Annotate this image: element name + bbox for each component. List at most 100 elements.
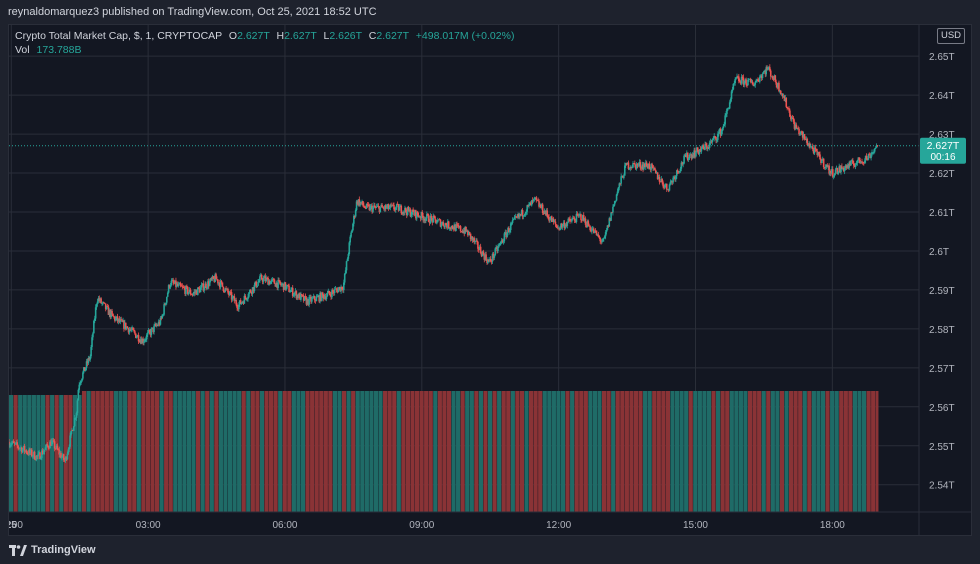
candle-body xyxy=(794,124,797,129)
candle-body xyxy=(473,238,476,243)
candle-body xyxy=(730,91,733,99)
candle-body xyxy=(305,297,308,305)
candle-body xyxy=(236,304,238,308)
candle-body xyxy=(130,329,133,331)
volume-bar xyxy=(273,391,278,512)
candle-body xyxy=(853,165,856,167)
candle-body xyxy=(410,214,413,217)
candle-body xyxy=(453,224,455,230)
candle-body xyxy=(103,302,106,304)
candle-body xyxy=(775,81,778,85)
candle-body xyxy=(741,76,744,78)
candle-body xyxy=(521,209,524,217)
candle-body xyxy=(162,314,164,316)
candle-body xyxy=(490,261,493,262)
candle-body xyxy=(405,211,408,215)
candle-body xyxy=(256,285,258,288)
candle-body xyxy=(224,288,227,292)
footer: TradingView xyxy=(0,536,980,564)
candle-body xyxy=(275,282,278,287)
candle-body xyxy=(37,453,39,457)
candle-body xyxy=(823,167,826,168)
candle-body xyxy=(442,222,445,226)
candle-body xyxy=(406,207,409,215)
candle-body xyxy=(746,84,748,86)
candle-body xyxy=(326,292,329,297)
candle-body xyxy=(745,79,747,85)
chart-frame[interactable]: 2.54T 2.55T 2.56T 2.57T 2.58T 2.59T 2.6T 2.61T 2… xyxy=(8,24,972,536)
candle-body xyxy=(776,84,778,88)
candle-body xyxy=(871,152,873,155)
candle-body xyxy=(428,221,431,224)
candle-body xyxy=(319,292,321,302)
candle-body xyxy=(759,75,762,77)
candle-body xyxy=(327,290,330,293)
candle-body xyxy=(674,176,676,180)
candle-body xyxy=(851,160,853,162)
candle-body xyxy=(553,221,556,223)
candle-body xyxy=(625,163,628,165)
candle-body xyxy=(561,224,564,228)
candle-body xyxy=(509,230,511,233)
candle-body xyxy=(649,168,652,170)
volume-bar xyxy=(387,391,392,512)
candle-body xyxy=(476,240,478,242)
volume-bar xyxy=(414,391,420,512)
volume-bar xyxy=(323,391,328,512)
volume-bar xyxy=(383,391,388,512)
candle-body xyxy=(239,300,242,304)
candle-body xyxy=(579,214,581,216)
candle-body xyxy=(12,441,15,443)
candle-body xyxy=(834,169,837,174)
candle-body xyxy=(405,207,407,212)
candle-body xyxy=(702,145,705,148)
candle-body xyxy=(777,82,779,88)
candle-body xyxy=(225,288,227,290)
candle-body xyxy=(187,292,190,294)
candle-body xyxy=(648,163,651,169)
candle-body xyxy=(336,289,339,293)
candle-body xyxy=(73,417,76,427)
candle-body xyxy=(542,212,545,214)
candle-body xyxy=(723,124,726,127)
candle-body xyxy=(45,444,48,448)
candle-body xyxy=(744,79,747,81)
candle-body xyxy=(582,215,585,221)
candle-body xyxy=(342,289,344,291)
candle-body xyxy=(697,151,700,155)
volume-bar xyxy=(209,391,214,512)
candle-body xyxy=(662,182,664,187)
candle-body xyxy=(847,165,850,168)
candle-body xyxy=(546,210,549,216)
candle-body xyxy=(294,291,297,294)
candle-body xyxy=(41,450,44,454)
candle-body xyxy=(584,218,587,225)
candle-body xyxy=(201,283,204,286)
currency-selector[interactable]: USD xyxy=(937,28,965,44)
candle-body xyxy=(563,222,566,229)
candle-body xyxy=(221,282,224,287)
candle-body xyxy=(337,288,340,293)
price-chart[interactable]: 2.54T 2.55T 2.56T 2.57T 2.58T 2.59T 2.6T 2.61T 2… xyxy=(9,25,971,535)
candle-body xyxy=(158,321,161,325)
candle-body xyxy=(155,324,157,326)
candle-body xyxy=(467,230,469,236)
candle-body xyxy=(712,138,715,140)
candle-body xyxy=(432,215,435,223)
candle-body xyxy=(721,128,724,132)
candle-body xyxy=(815,148,818,152)
tradingview-logo[interactable]: TradingView xyxy=(9,544,96,556)
volume-bar xyxy=(177,391,182,512)
candle-body xyxy=(345,261,348,271)
candle-body xyxy=(763,71,766,72)
candle-body xyxy=(601,241,603,243)
candle-body xyxy=(668,184,671,191)
candle-body xyxy=(417,215,420,217)
candle-body xyxy=(17,445,19,448)
candle-body xyxy=(192,293,195,295)
candle-body xyxy=(62,454,65,460)
volume-bar xyxy=(50,395,55,512)
candle-body xyxy=(343,273,346,283)
candle-body xyxy=(167,285,170,293)
candle-body xyxy=(20,447,22,449)
